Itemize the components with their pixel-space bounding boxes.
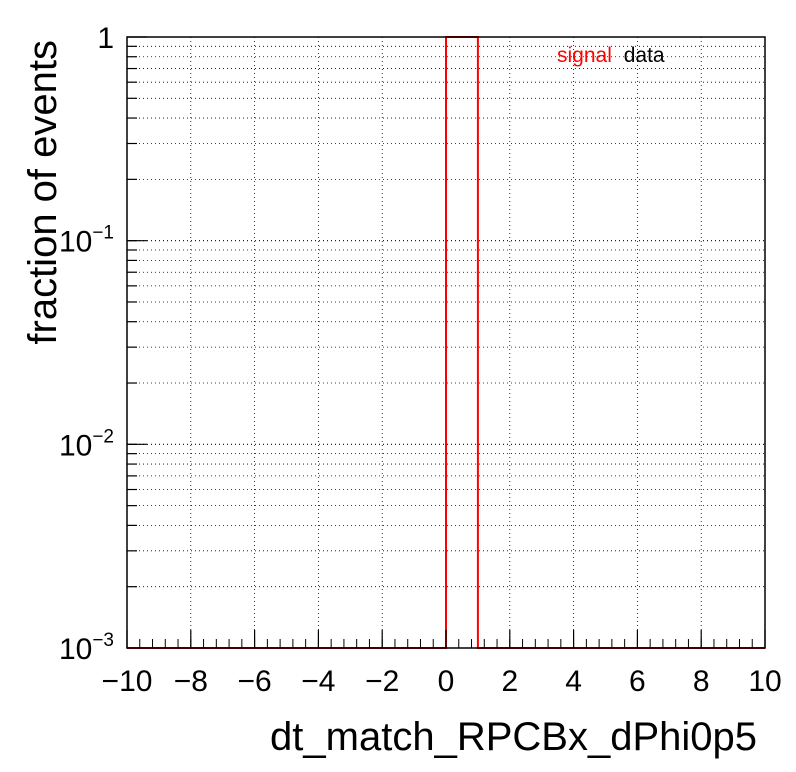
y-tick-label: 10−2 [59,426,114,462]
x-tick-label: 0 [438,665,455,698]
y-tick-label: 1 [97,22,114,55]
axis-ticks [126,36,766,648]
y-axis-title: fraction of events [21,40,65,345]
x-axis-title: dt_match_RPCBx_dPhi0p5 [270,715,757,759]
signal-histogram-line [127,36,765,649]
x-tick-label: −10 [102,665,153,698]
x-tick-label: −8 [174,665,208,698]
y-tick-label: 10−1 [59,223,114,259]
x-tick-label: −4 [301,665,335,698]
y-tick-label: 10−3 [59,630,114,666]
legend-data: data [624,44,665,67]
x-tick-label: 4 [565,665,582,698]
x-tick-labels: −10 −8 −6 −4 −2 0 2 4 6 8 10 [102,665,782,698]
x-tick-label: 8 [693,665,710,698]
x-tick-label: −2 [365,665,399,698]
x-tick-label: 6 [629,665,646,698]
legend: signal data [557,44,665,67]
legend-signal: signal [557,44,612,67]
x-tick-label: −6 [237,665,271,698]
x-tick-label: 2 [501,665,518,698]
histogram-bin [446,37,478,648]
histogram-series [127,36,765,649]
x-tick-label: 10 [748,665,781,698]
y-tick-labels: 1 10−1 10−2 10−3 [59,22,114,666]
